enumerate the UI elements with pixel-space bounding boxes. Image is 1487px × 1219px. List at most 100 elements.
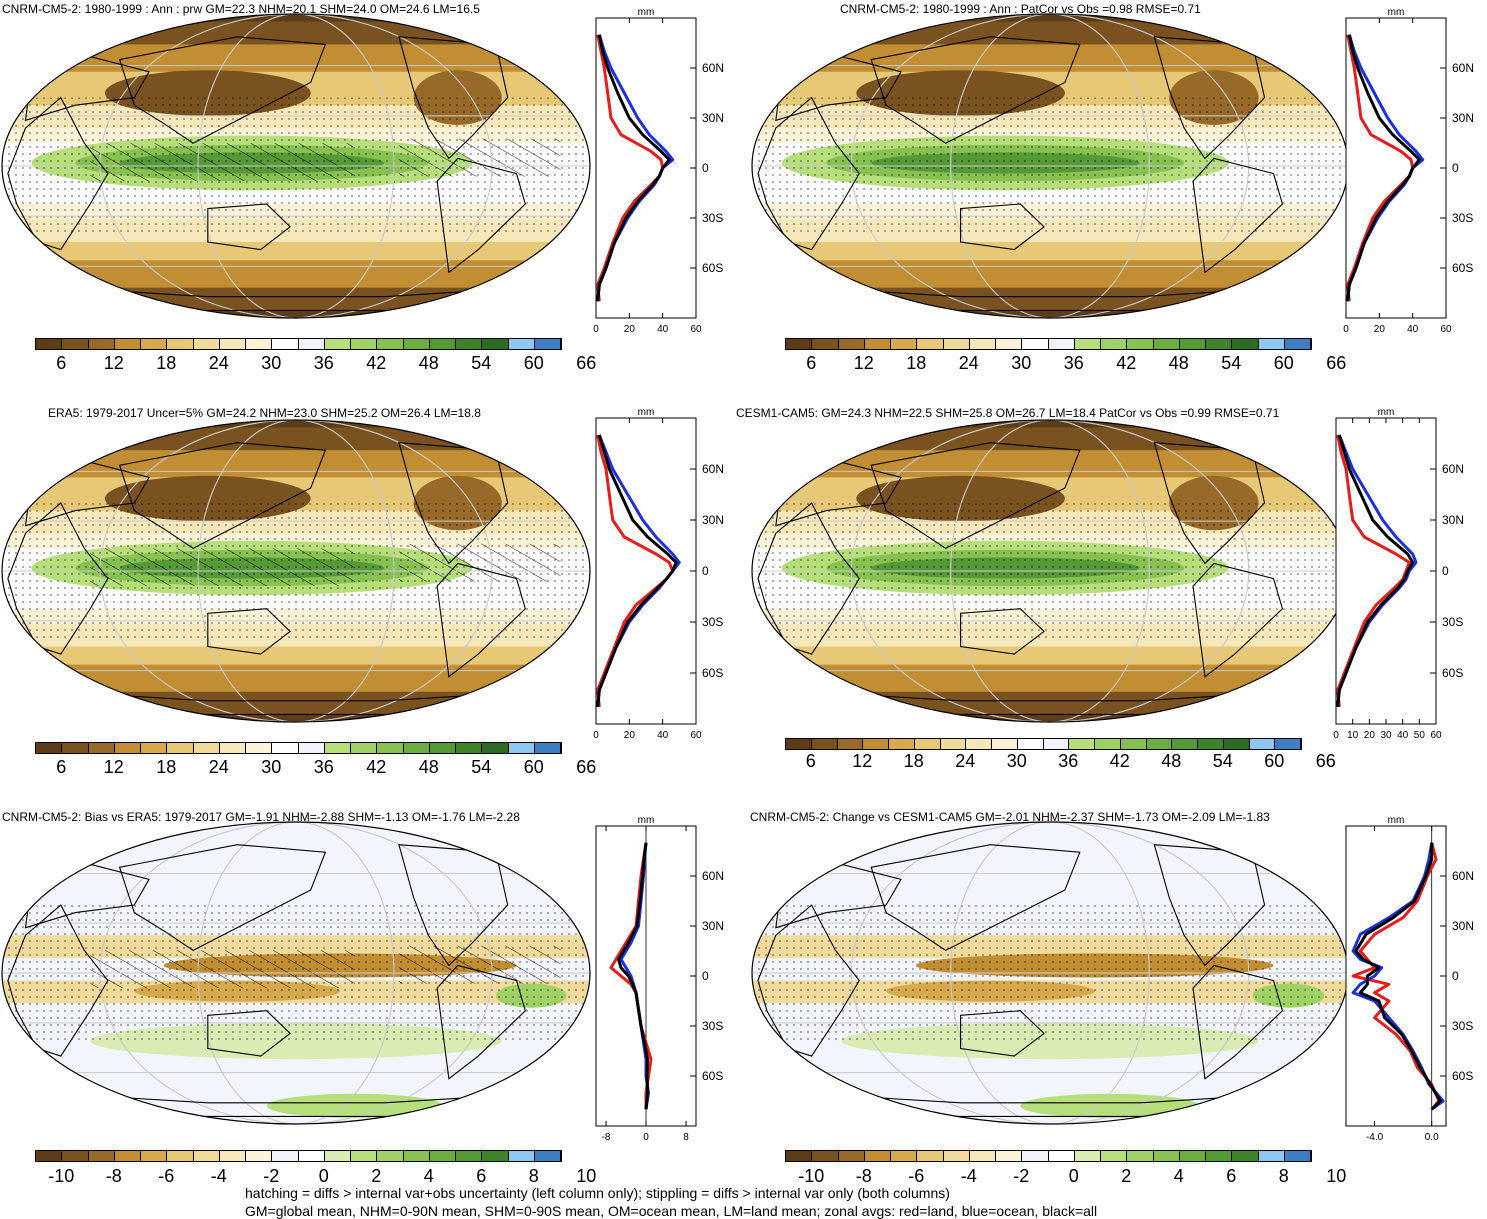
colorbar-tick-label: -4 bbox=[210, 1166, 227, 1186]
colorbar-tick-label: 2 bbox=[371, 1166, 382, 1186]
colorbar-swatch bbox=[996, 339, 1023, 349]
zonal-mean-plot: mm 60N 30N 0 30S 60S 0 20 40 60 bbox=[1343, 7, 1474, 335]
colorbar-swatch bbox=[1095, 739, 1121, 749]
colorbar-swatch bbox=[534, 743, 561, 753]
colorbar-tick-label: 2 bbox=[1121, 1166, 1132, 1186]
panel-title: CESM1-CAM5: GM=24.3 NHM=22.5 SHM=25.8 OM… bbox=[736, 406, 1280, 420]
colorbar-swatch bbox=[864, 339, 891, 349]
zonal-series-all bbox=[1346, 34, 1421, 302]
colorbar-swatch bbox=[351, 743, 378, 753]
zonal-lat-label: 30S bbox=[1452, 211, 1473, 225]
colorbar-swatch bbox=[1048, 1151, 1075, 1161]
zonal-series-land bbox=[1336, 434, 1411, 708]
colorbar-tick-label: 66 bbox=[1326, 353, 1347, 373]
colorbar-swatch bbox=[62, 339, 89, 349]
colorbar-tick-label: 66 bbox=[1315, 751, 1336, 771]
zonal-lat-label: 0 bbox=[702, 564, 709, 578]
colorbar-swatch bbox=[1232, 1151, 1259, 1161]
zonal-series-land bbox=[1351, 842, 1441, 1111]
coastline-africa bbox=[757, 502, 860, 655]
colorbar-swatch bbox=[88, 339, 115, 349]
colorbar-swatch bbox=[272, 743, 299, 753]
colorbar-swatch bbox=[1179, 1151, 1206, 1161]
coastline-australia bbox=[207, 203, 291, 251]
colorbar-swatch bbox=[141, 743, 168, 753]
colorbar-swatch bbox=[940, 739, 967, 749]
zonal-lat-label: 0 bbox=[702, 161, 709, 175]
colorbar-swatch bbox=[88, 743, 115, 753]
colorbar-swatch bbox=[996, 1151, 1023, 1161]
colorbar-swatch bbox=[1223, 739, 1250, 749]
colorbar-swatch bbox=[786, 1151, 813, 1161]
colorbar-tick-label: -8 bbox=[105, 1166, 122, 1186]
colorbar bbox=[35, 742, 562, 754]
colorbar-swatch bbox=[1101, 1151, 1128, 1161]
colorbar-swatch bbox=[1069, 739, 1095, 749]
colorbar bbox=[35, 1150, 562, 1162]
coastline-asia bbox=[118, 442, 327, 549]
footer-note-hatching: hatching = diffs > internal var+obs unce… bbox=[245, 1185, 950, 1201]
world-map bbox=[1, 419, 591, 723]
zonal-lat-label: 60N bbox=[702, 61, 724, 75]
zonal-mean-plot: mm 60N 30N 0 30S 60S -8 0 8 bbox=[595, 815, 724, 1143]
zonal-x-tick-label: 0 bbox=[593, 324, 599, 335]
colorbar-swatch bbox=[969, 1151, 996, 1161]
coastline-asia bbox=[870, 442, 1081, 549]
coastline-australia bbox=[960, 1010, 1045, 1057]
colorbar-swatch bbox=[1284, 1151, 1311, 1161]
zonal-lat-label: 60N bbox=[702, 869, 724, 883]
zonal-x-tick-label: 0 bbox=[1343, 324, 1349, 335]
colorbar-swatch bbox=[377, 339, 404, 349]
colorbar-swatch bbox=[1284, 339, 1311, 349]
colorbar bbox=[785, 738, 1302, 750]
colorbar-tick-label: 54 bbox=[1212, 751, 1233, 771]
colorbar-swatch bbox=[1258, 1151, 1285, 1161]
colorbar-tick-label: 6 bbox=[1226, 1166, 1237, 1186]
colorbar-swatch bbox=[891, 339, 918, 349]
colorbar-swatch bbox=[1074, 1151, 1101, 1161]
coastline-samerica bbox=[436, 157, 526, 274]
zonal-lat-label: 0 bbox=[1452, 969, 1459, 983]
coastline-samerica bbox=[1192, 964, 1284, 1080]
colorbar-tick-label: 12 bbox=[103, 757, 124, 777]
colorbar-swatch bbox=[1127, 339, 1154, 349]
colorbar-tick-label: 36 bbox=[313, 353, 334, 373]
colorbar-swatch bbox=[193, 339, 220, 349]
colorbar-swatch bbox=[36, 339, 63, 349]
zonal-lat-label: 60N bbox=[1452, 869, 1474, 883]
colorbar-tick-label: 24 bbox=[208, 757, 229, 777]
colorbar-swatch bbox=[1127, 1151, 1154, 1161]
zonal-x-tick-label: 30 bbox=[1380, 730, 1392, 741]
coastline-asia bbox=[870, 36, 1081, 144]
colorbar-swatch bbox=[1206, 339, 1233, 349]
colorbar-tick-label: -10 bbox=[48, 1166, 75, 1186]
zonal-units-label: mm bbox=[638, 407, 655, 418]
colorbar-tick-label: 66 bbox=[576, 353, 597, 373]
zonal-lat-label: 60S bbox=[1442, 666, 1463, 680]
coastline-samerica bbox=[436, 562, 526, 678]
colorbar bbox=[785, 338, 1312, 350]
zonal-lat-label: 30N bbox=[1452, 919, 1474, 933]
colorbar-swatch bbox=[1232, 339, 1259, 349]
colorbar-swatch bbox=[812, 1151, 839, 1161]
colorbar-swatch bbox=[992, 739, 1018, 749]
panel-title: CNRM-CM5-2: 1980-1999 : Ann : PatCor vs … bbox=[840, 2, 1201, 16]
zonal-x-tick-label: 60 bbox=[690, 324, 702, 335]
zonal-x-tick-label: 0 bbox=[593, 730, 599, 741]
coastline-australia bbox=[207, 1010, 291, 1057]
colorbar-swatch bbox=[1153, 1151, 1180, 1161]
colorbar-swatch bbox=[1022, 339, 1049, 349]
colorbar-tick-label: 48 bbox=[418, 353, 439, 373]
colorbar-swatch bbox=[1258, 339, 1285, 349]
coastline-australia bbox=[960, 608, 1045, 655]
zonal-lat-label: 60S bbox=[702, 1069, 723, 1083]
colorbar-swatch bbox=[456, 339, 483, 349]
zonal-units-label: mm bbox=[638, 7, 655, 18]
colorbar-swatch bbox=[508, 339, 535, 349]
colorbar-swatch bbox=[838, 339, 865, 349]
colorbar-tick-label: 30 bbox=[261, 757, 282, 777]
colorbar-tick-label: 0 bbox=[1068, 1166, 1079, 1186]
colorbar-tick-label: 54 bbox=[1221, 353, 1242, 373]
coastline-africa bbox=[7, 96, 109, 251]
colorbar-tick-label: 54 bbox=[471, 353, 492, 373]
